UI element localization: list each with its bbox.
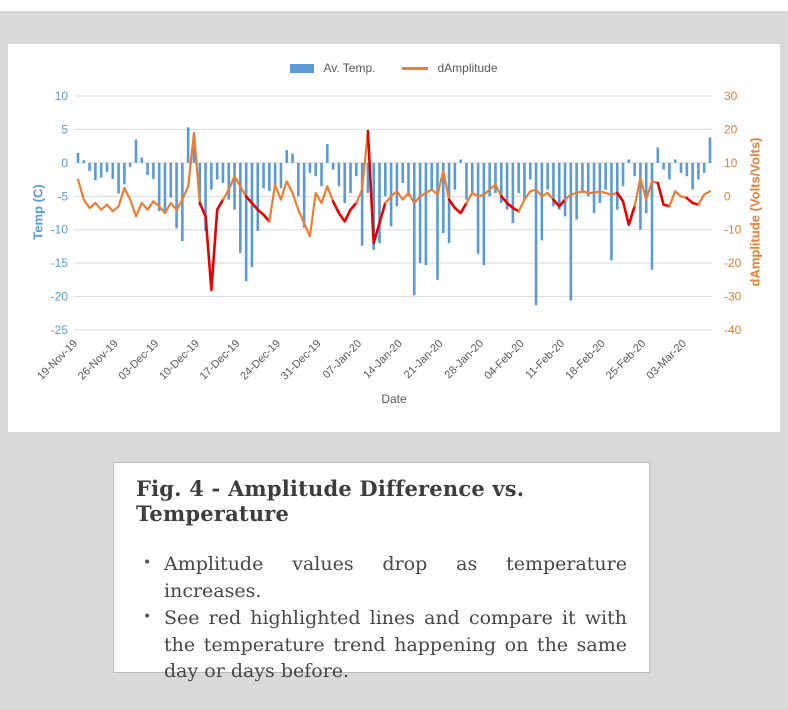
svg-text:07-Jan-20: 07-Jan-20 xyxy=(321,338,365,382)
svg-text:-30: -30 xyxy=(724,290,742,304)
svg-text:-20: -20 xyxy=(51,290,69,304)
chart-legend: Av. Temp. dAmplitude xyxy=(8,61,780,75)
svg-text:14-Jan-20: 14-Jan-20 xyxy=(361,338,405,382)
svg-text:26-Nov-19: 26-Nov-19 xyxy=(76,338,121,383)
svg-text:03-Dec-19: 03-Dec-19 xyxy=(117,338,162,383)
svg-text:24-Dec-19: 24-Dec-19 xyxy=(238,338,283,383)
svg-text:-20: -20 xyxy=(724,256,742,270)
svg-text:0: 0 xyxy=(724,189,731,203)
right-axis-tick-labels: 30 20 10 0 -10 -20 -30 -40 xyxy=(724,89,742,337)
svg-text:25-Feb-20: 25-Feb-20 xyxy=(604,338,648,382)
figure-caption-box: Fig. 4 - Amplitude Difference vs. Temper… xyxy=(113,462,650,682)
svg-text:28-Jan-20: 28-Jan-20 xyxy=(443,338,487,382)
figure-title: Fig. 4 - Amplitude Difference vs. Temper… xyxy=(136,476,525,526)
top-white-strip xyxy=(0,0,788,11)
x-axis-tick-labels: 19-Nov-1926-Nov-1903-Dec-1910-Dec-1917-D… xyxy=(35,338,689,383)
svg-text:5: 5 xyxy=(61,122,68,136)
legend-line-swatch-icon xyxy=(402,66,429,70)
caption-bullet: See red highlighted lines and compare it… xyxy=(143,605,627,685)
svg-text:17-Dec-19: 17-Dec-19 xyxy=(198,338,243,383)
svg-text:11-Feb-20: 11-Feb-20 xyxy=(523,338,567,382)
svg-text:-5: -5 xyxy=(57,189,68,203)
svg-text:10-Dec-19: 10-Dec-19 xyxy=(157,338,202,383)
svg-text:-15: -15 xyxy=(51,256,69,270)
combo-chart: 10 5 0 -5 -10 -15 -20 -25 30 20 10 0 -10 -20 -30 -40 19-… xyxy=(35,89,742,383)
left-axis-title: Temp (C) xyxy=(30,184,46,240)
svg-text:03-Mar-20: 03-Mar-20 xyxy=(645,338,689,382)
svg-text:-25: -25 xyxy=(51,323,69,337)
avtemp-bar-series xyxy=(76,127,712,306)
svg-text:-10: -10 xyxy=(51,223,69,237)
svg-text:20: 20 xyxy=(724,122,738,136)
legend-avtemp-label: Av. Temp. xyxy=(323,61,376,75)
svg-text:0: 0 xyxy=(61,156,68,170)
legend-bar-swatch-icon xyxy=(290,63,315,73)
legend-damplitude-label: dAmplitude xyxy=(437,61,498,75)
svg-text:21-Jan-20: 21-Jan-20 xyxy=(402,338,446,382)
svg-text:31-Dec-19: 31-Dec-19 xyxy=(279,338,324,383)
caption-bullet: Amplitude values drop as temperature inc… xyxy=(143,551,627,604)
svg-text:19-Nov-19: 19-Nov-19 xyxy=(35,338,80,383)
svg-text:-10: -10 xyxy=(724,223,742,237)
svg-text:10: 10 xyxy=(724,156,738,170)
svg-text:04-Feb-20: 04-Feb-20 xyxy=(482,338,526,382)
svg-text:10: 10 xyxy=(55,89,69,103)
svg-text:-40: -40 xyxy=(724,323,742,337)
svg-text:18-Feb-20: 18-Feb-20 xyxy=(563,338,607,382)
svg-text:30: 30 xyxy=(724,89,738,103)
left-axis-tick-labels: 10 5 0 -5 -10 -15 -20 -25 xyxy=(51,89,69,337)
figure-bullet-list: Amplitude values drop as temperature inc… xyxy=(136,551,627,685)
x-axis-title: Date xyxy=(381,392,407,406)
damplitude-line-series xyxy=(76,129,712,292)
gridlines xyxy=(74,95,712,331)
chart-panel: 10 5 0 -5 -10 -15 -20 -25 30 20 10 0 -10 -20 -30 -40 19-… xyxy=(8,44,780,432)
right-axis-title: dAmplitude (Volts/Volts) xyxy=(747,137,763,287)
